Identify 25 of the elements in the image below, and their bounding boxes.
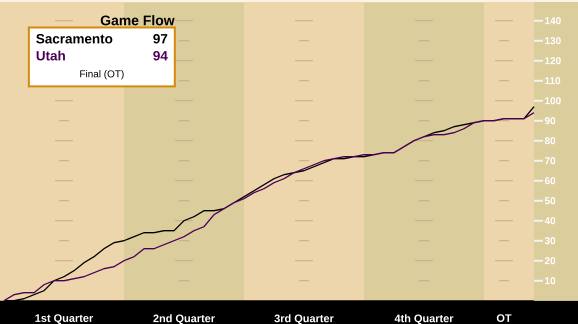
y-tick-label: 100 [545, 97, 561, 104]
y-tick-label: 130 [545, 37, 561, 44]
annotation: Final (OT) [80, 70, 124, 80]
annotation: 97 [153, 34, 168, 44]
text: Sacramento [36, 34, 112, 44]
y-tick-label: 40 [544, 217, 556, 224]
x-tick-label: 4th Quarter [394, 314, 454, 324]
y-tick-label: 60 [544, 177, 556, 184]
x-tick-label: 2nd Quarter [153, 314, 215, 324]
y-tick-label: 50 [544, 197, 556, 204]
x-tick-label: 3rd Quarter [274, 314, 334, 324]
y-tick-label: 90 [544, 117, 556, 124]
y-tick-label: 10 [545, 277, 556, 284]
y-tick-label: 110 [545, 77, 560, 84]
y-tick-label: 120 [545, 57, 561, 64]
y-tick-label: 20 [544, 257, 556, 264]
y-tick-label: 140 [545, 17, 561, 24]
text: Game Flow [100, 15, 175, 26]
y-tick-label: 30 [544, 237, 556, 244]
x-tick-label: OT [496, 314, 512, 322]
x-tick-label: 1st Quarter [35, 314, 94, 324]
y-tick-label: 70 [544, 157, 556, 164]
y-tick-label: 80 [544, 137, 556, 144]
annotation: 94 [153, 50, 168, 60]
text: Utah [36, 50, 65, 60]
